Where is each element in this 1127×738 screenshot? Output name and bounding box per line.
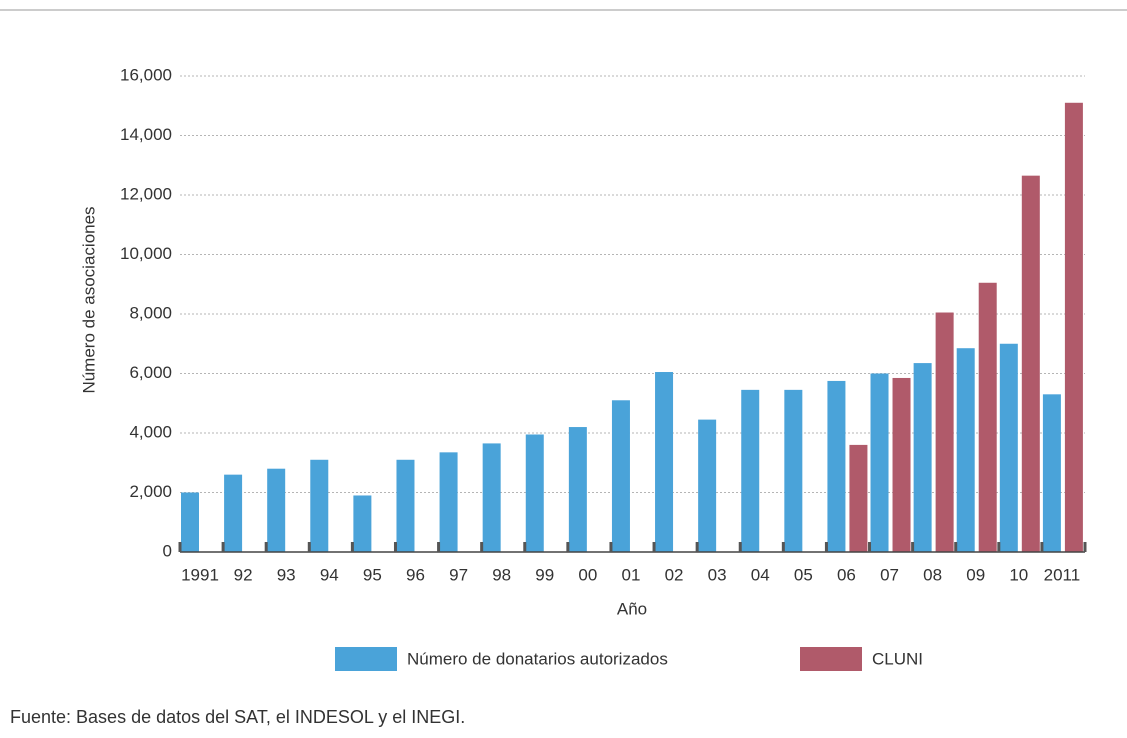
bar xyxy=(1042,394,1061,552)
x-tick-label: 02 xyxy=(665,565,684,584)
bar xyxy=(741,389,760,552)
bar xyxy=(913,363,932,552)
bar xyxy=(267,468,286,552)
x-tick-label: 00 xyxy=(578,565,597,584)
bar xyxy=(1021,175,1040,552)
y-tick-label: 16,000 xyxy=(120,65,172,84)
x-tick-label: 06 xyxy=(837,565,856,584)
bar xyxy=(935,312,954,552)
x-axis-title: Año xyxy=(617,599,647,618)
bar xyxy=(224,474,243,552)
bar xyxy=(568,427,587,552)
x-tick-label: 93 xyxy=(277,565,296,584)
bar xyxy=(892,377,911,552)
x-tick-label: 99 xyxy=(535,565,554,584)
y-tick-label: 2,000 xyxy=(129,482,172,501)
x-tick-label: 94 xyxy=(320,565,339,584)
x-tick-label: 96 xyxy=(406,565,425,584)
bar xyxy=(310,459,329,552)
bar xyxy=(784,389,803,552)
bar xyxy=(181,492,199,552)
y-tick-label: 8,000 xyxy=(129,303,172,322)
x-tick-label: 98 xyxy=(492,565,511,584)
legend-label: Número de donatarios autorizados xyxy=(407,649,668,668)
x-tick-label: 09 xyxy=(966,565,985,584)
x-tick-label: 01 xyxy=(621,565,640,584)
y-tick-label: 14,000 xyxy=(120,125,172,144)
x-tick-label: 08 xyxy=(923,565,942,584)
y-tick-label: 12,000 xyxy=(120,184,172,203)
bar xyxy=(396,459,415,552)
bar xyxy=(978,282,997,552)
x-tick-label: 2011 xyxy=(1044,565,1081,584)
x-tick-label: 92 xyxy=(234,565,253,584)
bar xyxy=(611,400,630,552)
bar xyxy=(655,372,674,552)
bar xyxy=(353,495,372,552)
y-tick-label: 0 xyxy=(163,541,172,560)
source-note: Fuente: Bases de datos del SAT, el INDES… xyxy=(10,707,465,727)
legend-label: CLUNI xyxy=(872,649,923,668)
x-tick-label: 05 xyxy=(794,565,813,584)
bar xyxy=(525,434,544,552)
x-tick-label: 95 xyxy=(363,565,382,584)
bar xyxy=(827,380,846,552)
bar xyxy=(999,343,1018,552)
legend-swatch xyxy=(335,647,397,671)
y-tick-label: 6,000 xyxy=(129,363,172,382)
x-tick-label: 10 xyxy=(1009,565,1028,584)
y-tick-label: 10,000 xyxy=(120,244,172,263)
x-tick-label: 07 xyxy=(880,565,899,584)
x-tick-label: 97 xyxy=(449,565,468,584)
legend-swatch xyxy=(800,647,862,671)
bar xyxy=(439,452,458,552)
x-tick-label: 03 xyxy=(708,565,727,584)
bar xyxy=(482,443,501,552)
bar xyxy=(870,373,889,552)
y-axis-title: Número de asociaciones xyxy=(79,206,98,393)
x-tick-label: 1991 xyxy=(181,565,219,584)
bar xyxy=(849,444,868,552)
x-tick-label: 04 xyxy=(751,565,770,584)
bar xyxy=(1064,102,1083,553)
y-tick-label: 4,000 xyxy=(129,422,172,441)
bar xyxy=(698,419,717,552)
bar xyxy=(956,348,975,552)
